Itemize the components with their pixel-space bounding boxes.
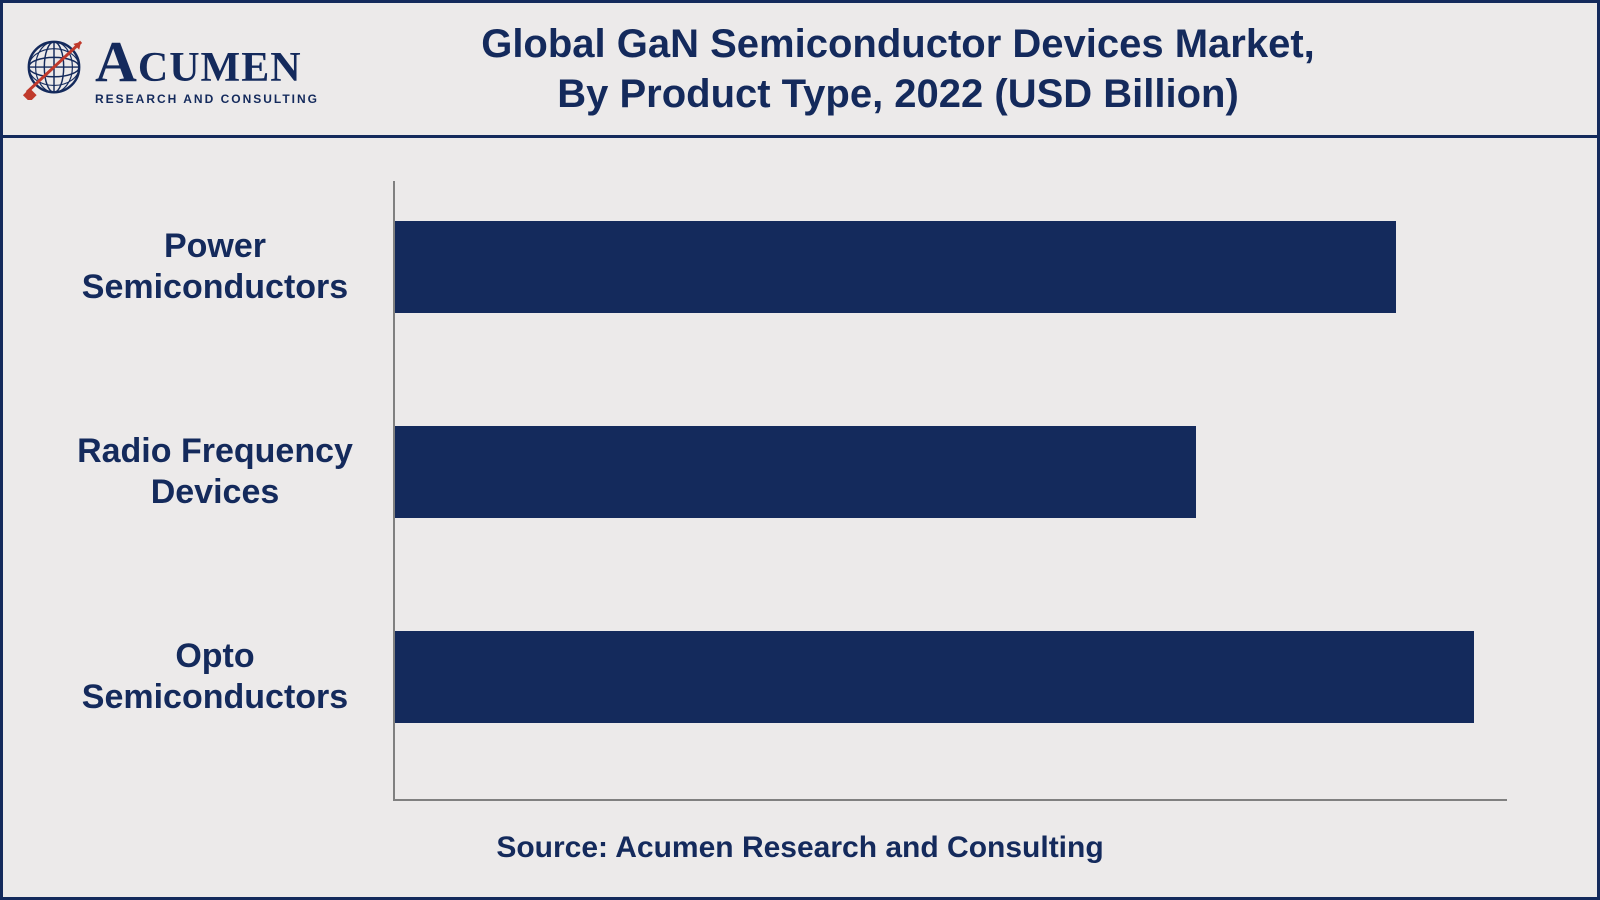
- logo-text: ACUMEN RESEARCH AND CONSULTING: [95, 33, 319, 105]
- bar-label-line-2: Devices: [55, 472, 375, 513]
- bar-label: Radio FrequencyDevices: [55, 431, 395, 513]
- chart-title: Global GaN Semiconductor Devices Market,…: [339, 19, 1577, 119]
- bar: [395, 631, 1474, 723]
- bar-label-line-2: Semiconductors: [55, 677, 375, 718]
- chart-card: ACUMEN RESEARCH AND CONSULTING Global Ga…: [0, 0, 1600, 900]
- logo: ACUMEN RESEARCH AND CONSULTING: [23, 33, 319, 105]
- bar-label: PowerSemiconductors: [55, 226, 395, 308]
- logo-wordmark: ACUMEN: [95, 33, 319, 91]
- logo-tagline: RESEARCH AND CONSULTING: [95, 93, 319, 105]
- globe-icon: [23, 38, 85, 100]
- bar-row: Radio FrequencyDevices: [395, 426, 1507, 518]
- bar-row: OptoSemiconductors: [395, 631, 1507, 723]
- bar-label-line-1: Radio Frequency: [55, 431, 375, 472]
- plot: PowerSemiconductors Radio FrequencyDevice…: [393, 181, 1507, 801]
- bar: [395, 426, 1196, 518]
- logo-initial: A: [95, 29, 138, 94]
- bar-label-line-1: Opto: [55, 636, 375, 677]
- title-line-2: By Product Type, 2022 (USD Billion): [339, 69, 1457, 119]
- bar: [395, 221, 1396, 313]
- chart-area: PowerSemiconductorsRadio FrequencyDevice…: [3, 141, 1597, 897]
- bar-label: OptoSemiconductors: [55, 636, 395, 718]
- bar-label-line-1: Power: [55, 226, 375, 267]
- header: ACUMEN RESEARCH AND CONSULTING Global Ga…: [3, 3, 1597, 138]
- title-line-1: Global GaN Semiconductor Devices Market,: [339, 19, 1457, 69]
- logo-rest: CUMEN: [138, 45, 302, 91]
- bar-row: PowerSemiconductors: [395, 221, 1507, 313]
- source-text: Source: Acumen Research and Consulting: [63, 831, 1537, 865]
- bar-label-line-2: Semiconductors: [55, 267, 375, 308]
